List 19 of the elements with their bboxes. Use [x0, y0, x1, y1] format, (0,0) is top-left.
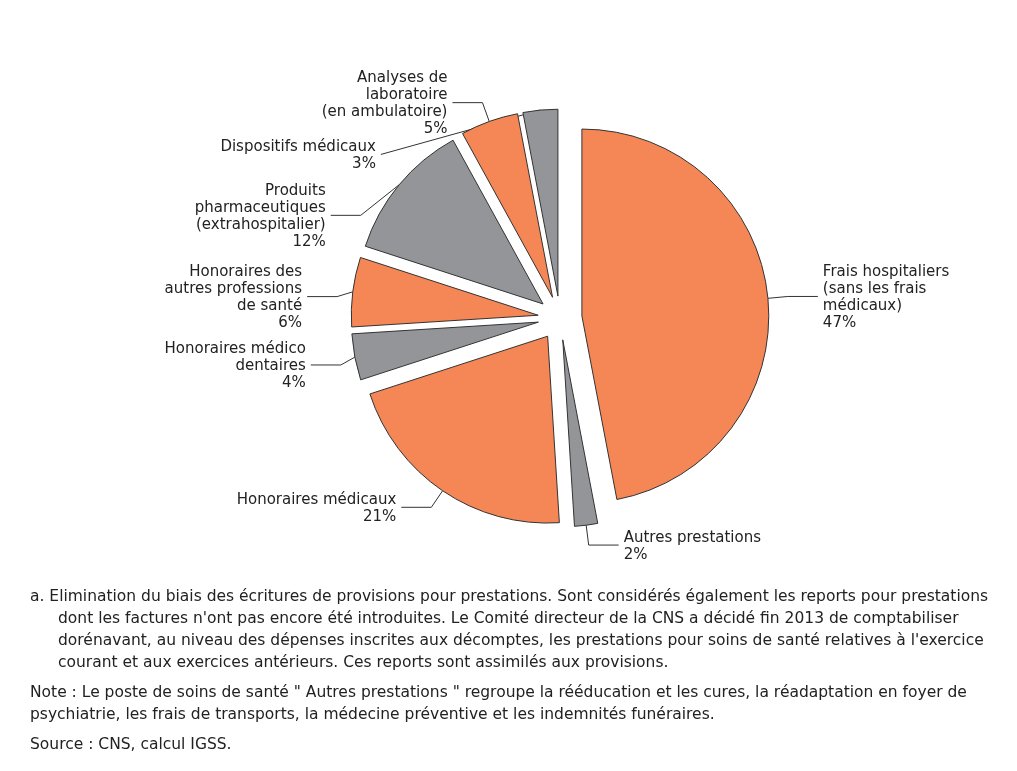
data-label: 12%: [292, 231, 326, 250]
text: Note : Le poste de soins de santé " Autres prestations " regroupe la rééducation et les cures, la réadaptation en foyer de psychiatrie, les frais de transports, la médecine préventive et les indemnités funéraires.: [30, 682, 968, 725]
slice-label: Frais hospitaliers (sans les frais médicaux): [822, 261, 950, 314]
slice-label: Honoraires des autres professions de santé: [164, 262, 303, 315]
data-label: 4%: [282, 372, 306, 391]
data-label: 47%: [822, 312, 857, 331]
data-label: 21%: [363, 506, 397, 525]
text: a. Elimination du biais des écritures de provisions pour prestations. Sont considérés également les reports pour prestations dont les factures n'ont pas encore été introduites. Le Comité directeur de la CNS a décidé fin 2013 de comptabiliser dorénavant, au niveau des dépenses inscrites aux décomptes, les prestations pour soins de santé relatives à l'exercice courant et aux exercices antérieurs. Ces reports sont assimilés aux provisions.: [30, 586, 990, 673]
slice-label: Dispositifs médicaux: [220, 136, 376, 155]
data-label: 2%: [623, 544, 648, 563]
slice-label: Produits pharmaceutiques (extrahospitalier): [194, 180, 326, 233]
data-label: 5%: [423, 119, 448, 138]
data-label: 3%: [352, 153, 376, 172]
slice-label: Honoraires médicaux: [236, 489, 397, 508]
data-label: 6%: [278, 313, 303, 332]
source-note: Source : CNS, calcul IGSS.: [30, 734, 233, 755]
slice-label: Analyses de laboratoire (en ambulatoire): [321, 68, 448, 121]
slice-label: Honoraires médico dentaires: [164, 338, 306, 374]
slice-label: Autres prestations: [623, 527, 762, 546]
